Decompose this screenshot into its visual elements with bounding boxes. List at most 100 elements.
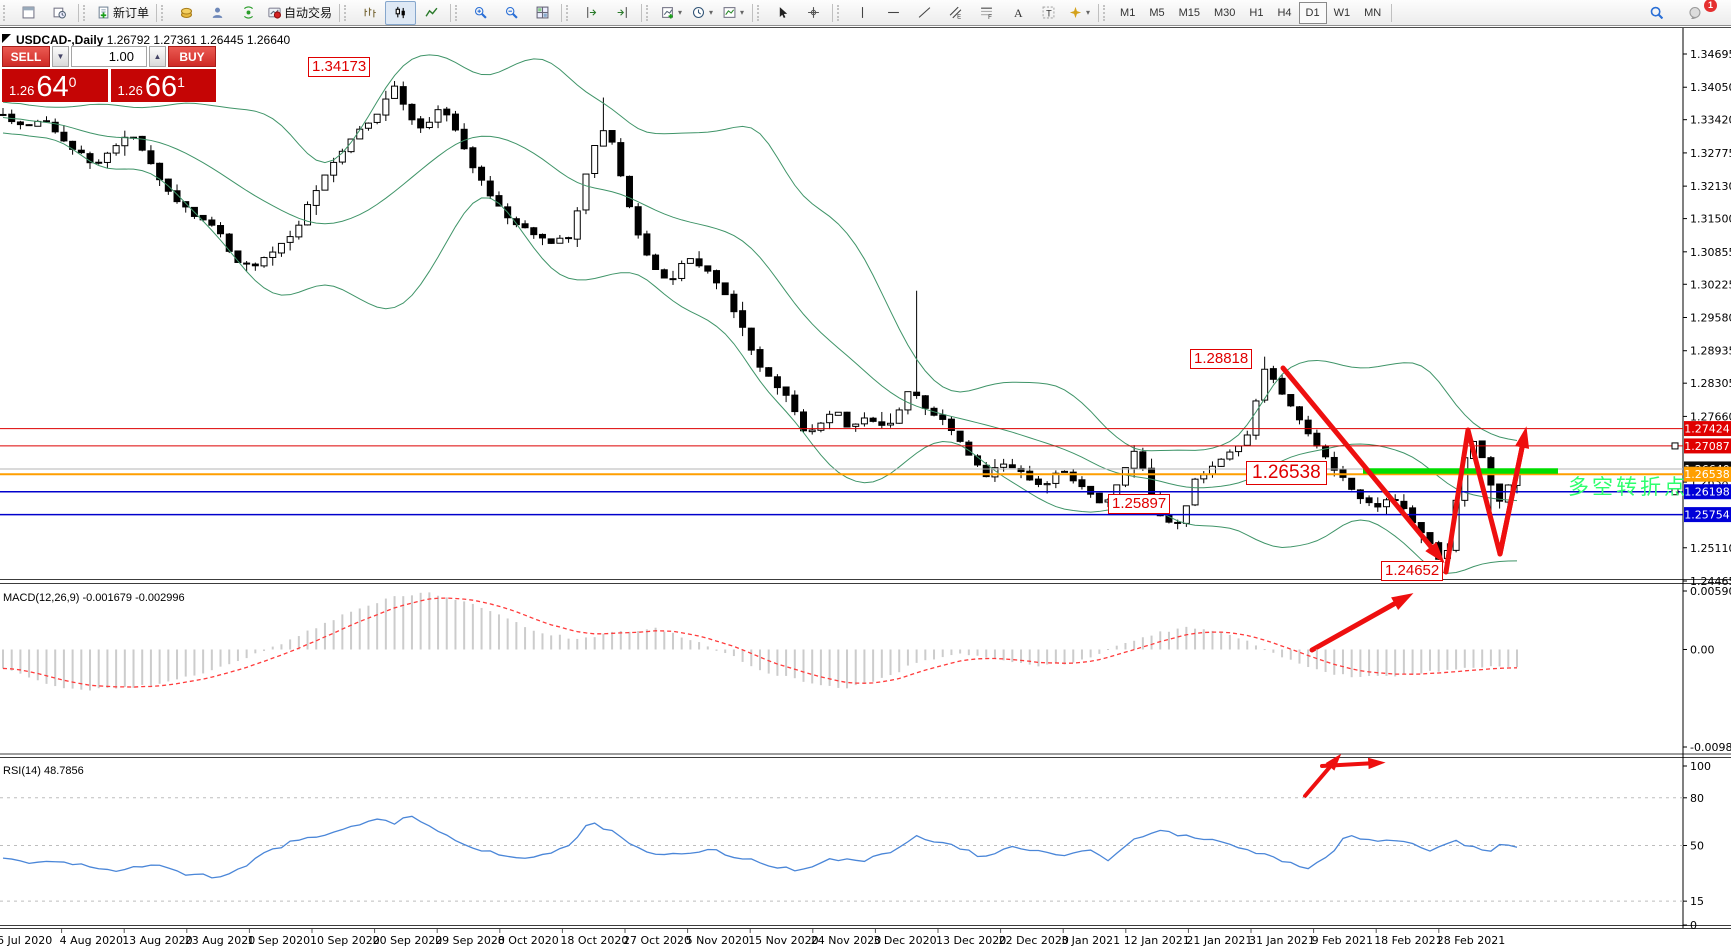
toolbar-grip[interactable] xyxy=(344,4,351,21)
timeframe-button-m5[interactable]: M5 xyxy=(1149,6,1165,19)
timeframe-button-h1[interactable]: H1 xyxy=(1249,6,1264,19)
line-handle xyxy=(1671,442,1679,450)
sell-price-sup: 0 xyxy=(68,74,77,90)
timeframe-button-h4[interactable]: H4 xyxy=(1277,6,1292,19)
deposit-icon[interactable] xyxy=(171,1,202,25)
sell-price-small: 1.26 xyxy=(9,83,35,98)
toolbar-separator xyxy=(561,3,563,22)
toolbar-grip[interactable] xyxy=(455,4,462,21)
timeframe-button-d1[interactable]: D1 xyxy=(1298,1,1327,24)
svg-text:50: 50 xyxy=(1690,840,1704,853)
search-icon[interactable] xyxy=(1641,1,1672,25)
macd-indicator-label: MACD(12,26,9) -0.001679 -0.002996 xyxy=(3,592,185,604)
chart-shift-icon[interactable] xyxy=(576,1,607,25)
svg-text:1.26538: 1.26538 xyxy=(1684,468,1730,481)
timeframe-button-m15[interactable]: M15 xyxy=(1178,6,1200,19)
toolbar-grip[interactable] xyxy=(3,4,10,21)
fibonacci-icon[interactable]: F xyxy=(971,1,1002,25)
trendline-icon[interactable] xyxy=(909,1,940,25)
tile-windows-icon[interactable] xyxy=(527,1,558,25)
template-dropdown[interactable]: ▾ xyxy=(718,1,749,25)
bar-chart-icon[interactable] xyxy=(354,1,385,25)
period-dropdown[interactable]: ▾ xyxy=(687,1,718,25)
vertical-line-icon[interactable] xyxy=(847,1,878,25)
sell-button[interactable]: SELL xyxy=(2,46,50,67)
svg-text:1.30855: 1.30855 xyxy=(1690,246,1731,259)
label-icon[interactable]: T xyxy=(1033,1,1064,25)
channel-icon[interactable]: E xyxy=(940,1,971,25)
svg-text:F: F xyxy=(988,15,992,19)
buy-price-box[interactable]: 1.26 66 1 xyxy=(110,69,216,102)
zoom-out-icon[interactable] xyxy=(496,1,527,25)
svg-text:13 Aug 2020: 13 Aug 2020 xyxy=(122,934,192,947)
svg-text:22 Dec 2020: 22 Dec 2020 xyxy=(999,934,1069,947)
mql5-community-icon[interactable] xyxy=(202,1,233,25)
price-badge xyxy=(1684,484,1731,500)
chart-window-icon[interactable] xyxy=(13,1,44,25)
svg-text:6 Jul 2020: 6 Jul 2020 xyxy=(0,934,52,947)
price-label-annotation[interactable]: 1.25897 xyxy=(1108,494,1171,514)
toolbar-grip[interactable] xyxy=(83,4,90,21)
collapse-triangle-icon[interactable] xyxy=(2,34,11,43)
svg-text:T: T xyxy=(1046,8,1052,18)
new-chart-dropdown[interactable]: ▾ xyxy=(656,1,687,25)
autotrading-button-label: 自动交易 xyxy=(284,6,333,20)
svg-text:1.32130: 1.32130 xyxy=(1690,180,1731,193)
zoom-in-icon[interactable] xyxy=(465,1,496,25)
crosshair-icon[interactable] xyxy=(798,1,829,25)
sell-price-box[interactable]: 1.26 64 0 xyxy=(2,69,108,102)
chart-title: USDCAD-,Daily 1.26792 1.27361 1.26445 1.… xyxy=(16,33,290,47)
toolbar-grip[interactable] xyxy=(1103,4,1110,21)
signals-icon[interactable] xyxy=(233,1,264,25)
svg-text:1.27424: 1.27424 xyxy=(1684,423,1730,436)
toolbar-grip[interactable] xyxy=(837,4,844,21)
autotrading-button[interactable]: 自动交易 xyxy=(264,1,336,25)
price-label-annotation[interactable]: 1.28818 xyxy=(1190,349,1253,369)
timeframe-button-w1[interactable]: W1 xyxy=(1333,6,1351,19)
volume-input[interactable] xyxy=(71,46,147,67)
chart-canvas[interactable]: 1.34695 1.34050 1.33420 1.32775 1.32130 1.315… xyxy=(0,28,1731,950)
price-badge xyxy=(1684,507,1731,523)
svg-text:100: 100 xyxy=(1690,760,1711,773)
svg-text:1.30225: 1.30225 xyxy=(1690,278,1731,291)
toolbar-grip[interactable] xyxy=(566,4,573,21)
volume-increase-button[interactable]: ▲ xyxy=(149,46,166,67)
svg-text:0: 0 xyxy=(1690,919,1697,932)
auto-scroll-icon[interactable] xyxy=(607,1,638,25)
toolbar-separator xyxy=(450,3,452,22)
shapes-dropdown[interactable]: ▾ xyxy=(1064,1,1095,25)
svg-text:31 Jan 2021: 31 Jan 2021 xyxy=(1249,934,1315,947)
rsi-line xyxy=(2,815,1518,879)
timeframe-button-m1[interactable]: M1 xyxy=(1120,6,1136,19)
svg-text:24 Nov 2020: 24 Nov 2020 xyxy=(811,934,881,947)
cursor-icon[interactable] xyxy=(767,1,798,25)
volume-decrease-button[interactable]: ▼ xyxy=(52,46,69,67)
timeframe-button-mn[interactable]: MN xyxy=(1364,6,1382,19)
toolbar-separator xyxy=(156,3,158,22)
strategy-tester-icon[interactable] xyxy=(44,1,75,25)
horizontal-levels[interactable] xyxy=(0,428,1683,516)
candlestick-chart-icon[interactable] xyxy=(385,0,417,25)
buy-button[interactable]: BUY xyxy=(168,46,216,67)
toolbar-grip[interactable] xyxy=(646,4,653,21)
svg-text:1.27087: 1.27087 xyxy=(1684,440,1730,453)
line-chart-icon[interactable] xyxy=(416,1,447,25)
notifications-icon[interactable]: 1 xyxy=(1680,0,1717,25)
svg-text:E: E xyxy=(957,14,961,19)
new-order-button[interactable]: 新订单 xyxy=(93,1,153,25)
turning-point-annotation[interactable]: 多空转折点 xyxy=(1568,476,1688,499)
text-icon[interactable]: A xyxy=(1002,1,1033,25)
price-axis[interactable]: 1.34695 1.34050 1.33420 1.32775 1.32130 1.315… xyxy=(1683,48,1731,932)
buy-price-small: 1.26 xyxy=(117,83,143,98)
drawn-arrows[interactable] xyxy=(1280,365,1530,798)
price-label-annotation[interactable]: 1.34173 xyxy=(308,57,371,77)
timeframe-button-m30[interactable]: M30 xyxy=(1214,6,1236,19)
toolbar-grip[interactable] xyxy=(161,4,168,21)
horizontal-line-icon[interactable] xyxy=(878,1,909,25)
toolbar-grip[interactable] xyxy=(757,4,764,21)
price-label-annotation[interactable]: 1.24652 xyxy=(1381,561,1444,581)
symbol-period-label: USDCAD-,Daily xyxy=(16,33,104,47)
price-label-annotation[interactable]: 1.26538 xyxy=(1246,461,1327,485)
